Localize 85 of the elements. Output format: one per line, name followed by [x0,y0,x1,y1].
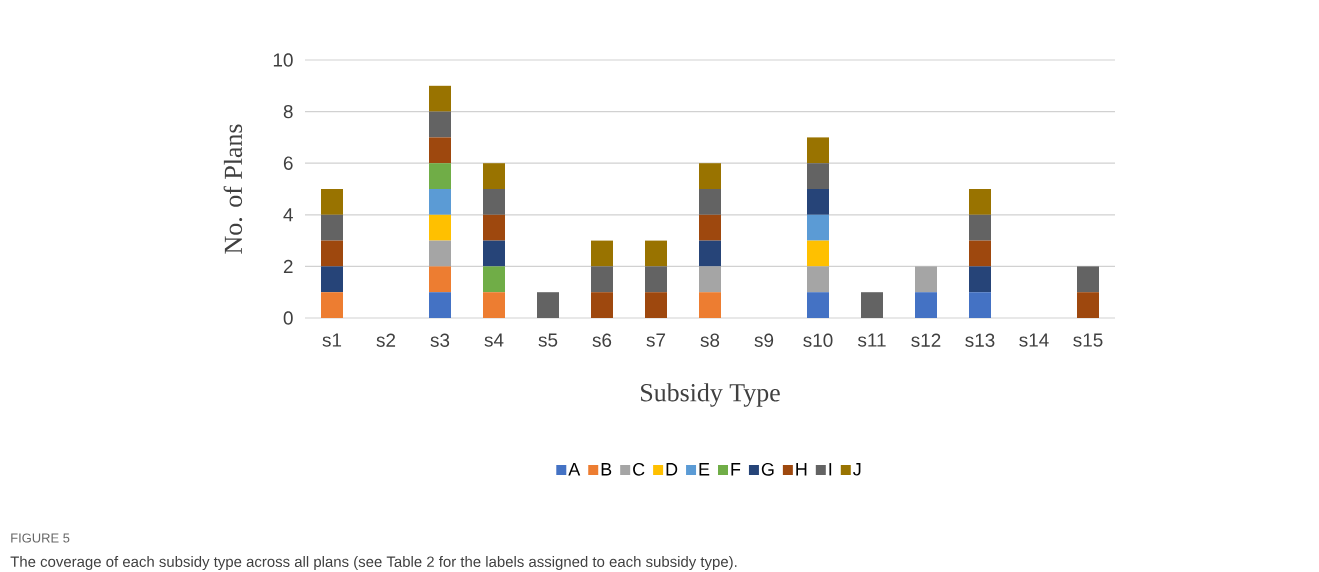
bar [807,189,830,215]
bar [321,266,343,293]
legend-label: E [699,463,710,476]
caption: FIGURE 5 [11,533,70,543]
bar [861,292,884,318]
bar [807,137,830,164]
bar [969,214,992,241]
bar [429,189,451,215]
bar [429,85,451,112]
bar [591,292,614,318]
bar [1077,266,1100,293]
x-tick-label: s7 [646,333,666,347]
bar [969,266,992,293]
x-tick-label: s15 [1073,333,1103,347]
x-tick-label: s14 [1019,333,1049,347]
x-tick-label: s12 [911,333,941,347]
bar [699,292,722,318]
bar [591,266,614,293]
x-tick-label: s4 [484,333,504,347]
bar [429,240,451,267]
x-tick-label: s3 [430,333,450,347]
bar [321,189,343,215]
bar [591,240,614,267]
y-axis-title: No. of Plans [223,124,243,254]
y-tick-label: 2 [283,259,293,274]
bar [699,240,722,267]
bar [429,163,451,189]
bar [537,292,560,318]
bar [483,266,505,293]
bar [429,266,451,293]
bar [969,240,992,267]
legend-label: I [829,463,832,476]
bar [699,214,722,241]
x-axis-title: Subsidy Type [641,383,780,407]
x-tick-label: s8 [700,333,720,347]
bar [807,266,830,293]
x-tick-label: s6 [592,333,612,347]
legend-label: D [666,463,678,476]
legend-label: C [633,462,645,476]
bar [807,240,830,267]
bar [645,240,668,267]
bar [483,163,505,189]
bar [429,214,451,241]
bar [483,240,505,267]
x-tick-label: s13 [965,333,995,347]
bar [483,292,505,318]
x-tick-label: s1 [322,333,342,347]
legend-label: G [761,462,774,476]
bar [699,189,722,215]
bar [483,214,505,241]
y-tick-label: 0 [283,311,293,325]
y-tick-label: 8 [283,104,293,119]
x-tick-label: s2 [376,333,396,347]
bar [429,292,451,318]
legend-label: J [853,463,861,476]
legend-label: A [568,463,581,476]
y-tick-label: 4 [283,208,293,222]
legend-label: H [796,463,807,476]
bar [483,189,505,215]
x-tick-label: s9 [754,333,774,347]
bar [969,292,992,318]
bar [807,292,830,318]
bar [321,240,343,267]
x-tick-label: s10 [803,333,833,347]
bar [807,214,830,241]
legend-label: B [601,463,612,476]
bar [807,163,830,189]
legend-label: F [731,463,741,476]
bar [699,163,722,189]
bar [1077,292,1100,318]
bar [915,292,938,318]
y-tick-label: 10 [273,53,293,67]
bar [321,292,343,318]
bar [429,137,451,164]
x-tick-label: s5 [538,333,558,347]
bar [699,266,722,293]
bar [969,189,992,215]
bar [915,266,938,293]
y-tick-label: 6 [283,156,293,170]
bar [645,292,668,318]
x-tick-label: s11 [857,333,886,347]
text: The coverage of each subsidy type across all plans (see Table 2 for the labels assigned to each subsidy type). [10,556,737,570]
bar [645,266,668,293]
bar [429,111,451,138]
bar [321,214,343,241]
